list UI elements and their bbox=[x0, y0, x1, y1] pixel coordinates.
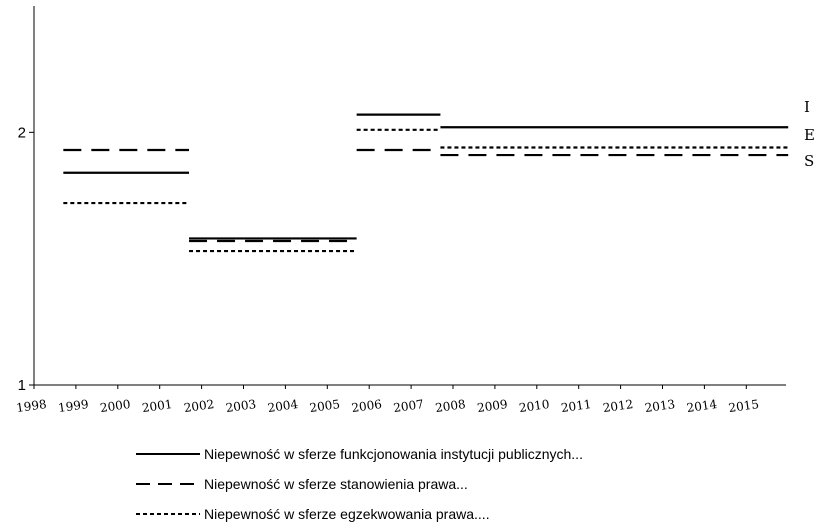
x-tick-label: 2004 bbox=[267, 397, 300, 415]
legend-swatch-dashed bbox=[136, 483, 200, 485]
x-tick-label: 2001 bbox=[141, 397, 173, 415]
legend-item: Niepewność w sferze stanowienia prawa... bbox=[136, 471, 583, 497]
y-tick-label: 1 bbox=[18, 377, 26, 394]
axes bbox=[29, 6, 786, 389]
x-tick-label: 2002 bbox=[183, 397, 215, 415]
series-end-label: S bbox=[804, 152, 814, 170]
legend-label-institutions: Niepewność w sferze funkcjonowania insty… bbox=[204, 446, 583, 462]
x-tick-label: 2015 bbox=[728, 397, 760, 415]
series-end-label: E bbox=[804, 126, 814, 144]
data-lines bbox=[63, 113, 789, 253]
x-tick-label: 2008 bbox=[434, 397, 466, 415]
legend-item: Niepewność w sferze egzekwowania prawa..… bbox=[136, 501, 583, 527]
tick-labels: 1 2 1998 1999 2000 2001 2002 2003 2004 2005 2006 20… bbox=[15, 98, 814, 415]
x-tick-label: 2000 bbox=[99, 397, 131, 415]
x-tick-label: 2006 bbox=[351, 397, 383, 415]
legend: Niepewność w sferze funkcjonowania insty… bbox=[136, 441, 583, 531]
x-tick-label: 1998 bbox=[15, 397, 47, 415]
legend-item: Niepewność w sferze funkcjonowania insty… bbox=[136, 441, 583, 467]
x-tick-label: 1999 bbox=[57, 397, 89, 415]
x-tick-label: 2012 bbox=[602, 397, 634, 415]
x-tick-label: 2009 bbox=[476, 397, 508, 415]
series-end-label: I bbox=[804, 98, 810, 116]
legend-label-enforcement: Niepewność w sferze egzekwowania prawa..… bbox=[204, 506, 490, 522]
legend-swatch-solid bbox=[136, 453, 200, 455]
x-tick-label: 2003 bbox=[225, 397, 257, 415]
x-tick-label: 2014 bbox=[686, 397, 719, 415]
legend-swatch-dotted bbox=[136, 513, 200, 515]
x-tick-label: 2005 bbox=[309, 397, 341, 415]
x-tick-label: 2007 bbox=[392, 397, 424, 415]
chart-area: 1 2 1998 1999 2000 2001 2002 2003 2004 2005 2006 20… bbox=[15, 6, 814, 415]
x-tick-label: 2013 bbox=[644, 397, 676, 415]
legend-label-lawmaking: Niepewność w sferze stanowienia prawa... bbox=[204, 476, 468, 492]
x-tick-label: 2011 bbox=[560, 397, 592, 415]
y-tick-label: 2 bbox=[18, 124, 26, 141]
x-tick-label: 2010 bbox=[518, 397, 550, 415]
